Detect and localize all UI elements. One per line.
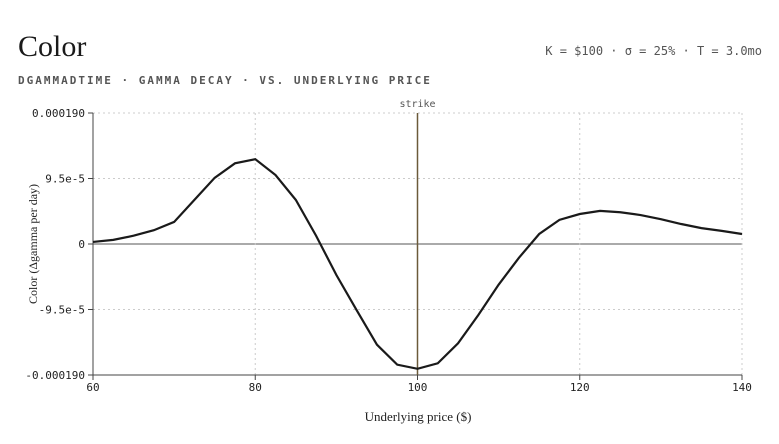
x-tick-label: 60 [86,381,99,394]
params: K = $100 · σ = 25% · T = 3.0mo [545,44,762,58]
x-axis-label: Underlying price ($) [365,409,472,424]
line-series [92,158,743,370]
x-tick-label: 120 [570,381,590,394]
x-tick-label: 100 [408,381,428,394]
x-tick-label: 80 [249,381,262,394]
y-tick-label: -0.000190 [25,369,85,382]
x-tick-label: 140 [732,381,752,394]
y-tick-label: 0.000190 [32,107,85,120]
y-tick-label: 9.5e-5 [45,173,85,186]
chart-title: Color [18,30,86,63]
chart-subtitle: DGAMMADTIME · GAMMA DECAY · VS. UNDERLYI… [18,74,432,87]
y-axis-label: Color (Δgamma per day) [26,184,40,304]
y-tick-label: -9.5e-5 [39,304,85,317]
strike-label: strike [399,99,435,110]
y-tick-label: 0 [78,238,85,251]
